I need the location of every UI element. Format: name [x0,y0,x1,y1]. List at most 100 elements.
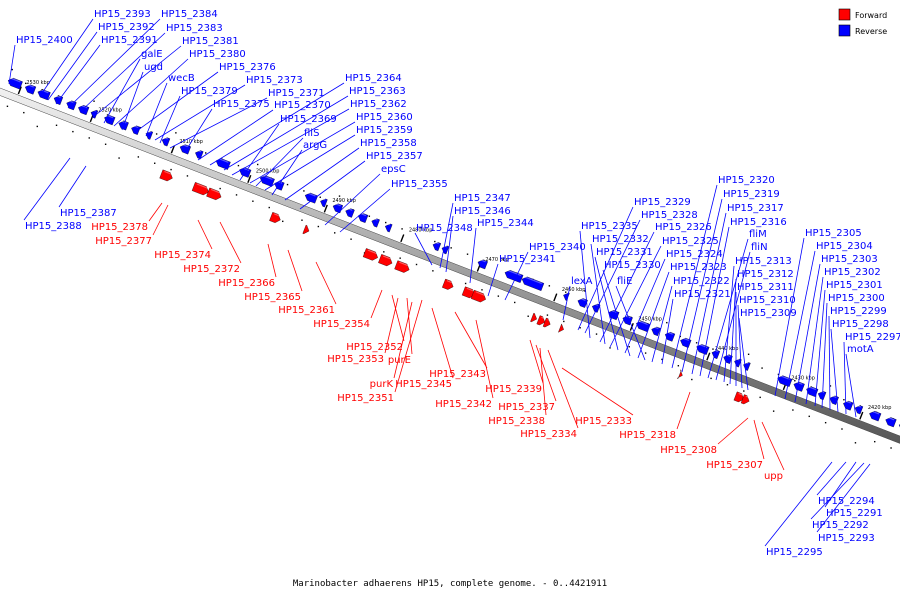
gene-highlight [872,410,880,415]
gene-shape [558,323,564,333]
gene-highlight [121,120,127,124]
reverse-gene-label: HP15_2392 [98,22,155,33]
minor-tick [527,315,529,317]
reverse-gene-label: HP15_2391 [101,35,158,46]
reverse-gene [651,326,661,337]
reverse-gene-label: HP15_2294 [818,496,875,507]
leader-line [784,250,816,400]
gene-shape [206,187,222,201]
leader-line [284,147,360,201]
gene-highlight [164,170,173,175]
reverse-gene-label: HP15_2305 [805,228,862,239]
leader-line [454,311,488,369]
reverse-gene [25,84,37,95]
leader-line [23,157,71,221]
gene-shape [733,391,745,403]
forward-gene [536,315,546,326]
forward-gene-label: purK [370,379,394,390]
forward-gene [740,394,750,405]
minor-tick [219,187,221,190]
gene-highlight [888,417,895,421]
minor-tick [514,301,516,304]
reverse-gene [843,400,854,411]
gene-highlight [654,326,659,330]
reverse-gene-label: HP15_2371 [268,88,325,99]
leader-line [267,243,277,278]
gene-highlight [667,331,673,335]
reverse-gene-label: HP15_2363 [349,86,406,97]
leader-line [816,461,847,496]
minor-tick [286,183,289,186]
reverse-gene-label: HP15_2335 [581,221,638,232]
forward-gene-label: HP15_2333 [575,416,632,427]
reverse-gene [521,276,545,291]
reverse-gene [358,213,369,223]
reverse-gene-label: HP15_2329 [634,197,691,208]
reverse-gene-label: HP15_2317 [727,203,784,214]
minor-tick [104,143,107,145]
gene-shape [676,369,683,379]
reverse-gene-label: HP15_2311 [737,282,794,293]
leader-line [830,328,839,413]
gene-highlight [198,150,202,153]
leader-line [414,232,433,266]
reverse-gene [104,115,116,126]
leader-line [590,243,606,345]
gene-highlight [382,255,392,260]
minor-tick [794,380,796,382]
gene-shape [793,381,805,392]
minor-tick [55,124,58,126]
reverse-gene-label: HP15_2291 [826,508,883,519]
reverse-gene-label: HP15_2300 [828,293,885,304]
leader-line [406,297,413,355]
leader-line [393,301,413,379]
minor-tick [401,228,403,230]
gene-highlight [360,213,367,217]
gene-shape [680,337,692,348]
minor-tick [759,396,761,399]
minor-tick [237,164,240,167]
minor-tick [41,88,43,91]
leader-line [681,198,723,373]
gene-shape [90,109,99,119]
minor-tick [677,365,680,367]
gene-highlight [399,261,409,267]
leader-line [391,294,405,342]
reverse-gene-label: fliN [751,242,768,253]
leader-line [39,18,94,97]
label-leader-lines [8,18,871,547]
gene-highlight [367,249,378,255]
reverse-gene-label: HP15_2380 [189,49,246,60]
minor-tick [710,377,712,380]
leader-line [547,349,579,429]
reverse-gene-label: HP15_2293 [818,533,875,544]
scale-label: 2450 kbp [638,316,662,322]
gene-shape [740,394,750,405]
scale-label: 2460 kbp [562,287,586,293]
leader-line [805,276,824,405]
leader-line [445,215,454,273]
reverse-gene-label: HP15_2321 [674,289,731,300]
reverse-gene [371,218,380,228]
forward-gene [530,312,537,323]
gene-highlight [746,362,749,364]
forward-gene [470,289,486,303]
leader-line [764,461,833,547]
forward-gene [442,278,454,290]
minor-tick [25,82,27,85]
forward-gene-label: HP15_2374 [154,250,211,261]
forward-gene-label: purE [388,355,411,366]
leader-line [814,289,826,407]
minor-tick [808,415,810,418]
gene-highlight [738,392,744,396]
minor-tick [93,100,95,102]
gene-shape [161,137,171,147]
minor-tick [154,162,156,164]
minor-tick [385,221,387,224]
gene-highlight [475,291,486,296]
forward-gene-label: HP15_2307 [706,460,763,471]
reverse-gene [53,95,64,105]
gene-highlight [134,125,139,129]
reverse-gene-label: HP15_2346 [454,206,511,217]
leader-line [761,421,785,471]
